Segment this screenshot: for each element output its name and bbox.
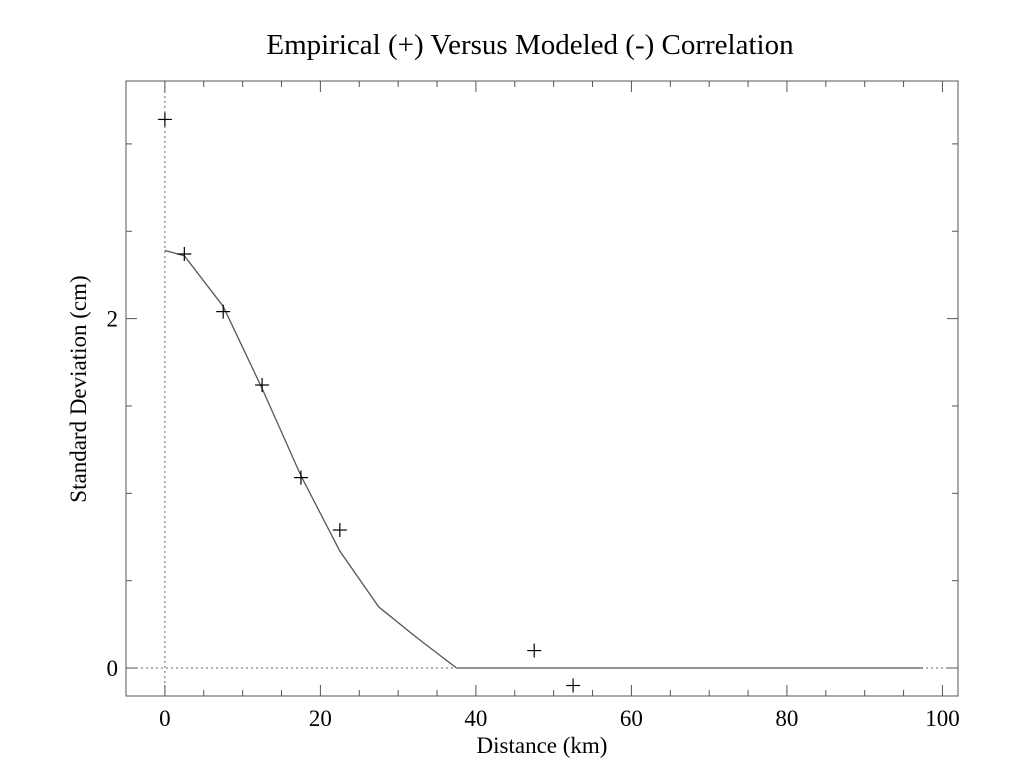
empirical-point bbox=[216, 304, 231, 319]
empirical-point bbox=[293, 470, 308, 485]
empirical-point bbox=[527, 643, 542, 658]
reference-lines bbox=[126, 81, 958, 696]
x-tick-label: 80 bbox=[775, 706, 798, 731]
model-layer bbox=[164, 249, 923, 669]
axis-ticks: 0 20 40 60 80 100 0 2 bbox=[107, 81, 960, 731]
empirical-point bbox=[566, 678, 581, 693]
x-tick-label: 0 bbox=[159, 706, 171, 731]
y-tick-label: 0 bbox=[107, 656, 119, 681]
x-tick-label: 60 bbox=[620, 706, 643, 731]
x-axis-label: Distance (km) bbox=[477, 733, 608, 758]
empirical-point bbox=[177, 246, 192, 261]
empirical-point bbox=[255, 378, 270, 393]
empirical-point bbox=[157, 112, 172, 127]
plot-frame bbox=[125, 80, 959, 697]
empirical-point bbox=[332, 523, 347, 538]
x-tick-label: 100 bbox=[925, 706, 960, 731]
modeled-correlation-line bbox=[164, 249, 923, 669]
y-axis-label: Standard Deviation (cm) bbox=[66, 275, 91, 502]
chart-title: Empirical (+) Versus Modeled (-) Correla… bbox=[266, 29, 794, 61]
empirical-layer bbox=[157, 112, 581, 693]
x-tick-label: 40 bbox=[464, 706, 487, 731]
x-tick-label: 20 bbox=[309, 706, 332, 731]
y-tick-label: 2 bbox=[107, 307, 119, 332]
